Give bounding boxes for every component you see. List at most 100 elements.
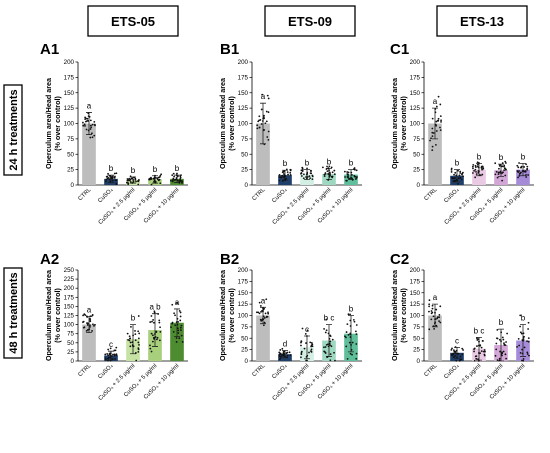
sig-letter-b1-2: b [305,159,310,168]
error-bar-a2-3 [152,313,158,347]
y-tick-label-a1-0: 0 [71,182,75,189]
sig-letter-b2-3: b c [324,314,335,323]
y-tick-label-c2-1: 25 [413,347,420,354]
panel-label-b1: B1 [220,41,239,58]
dots-a2-2 [126,315,141,362]
y-tick-label-a1-4: 100 [64,121,75,128]
sig-letter-a2-0: a [87,306,92,315]
y-tick-label-c1-4: 100 [410,121,421,128]
category-label-c2-1: CuSO₄ [443,363,461,381]
y-axis-label-a2: Operculum area/Head area(% over control) [44,269,62,361]
dots-a1-2 [125,175,140,186]
category-label-b1-0: CTRL [251,187,266,202]
y-tick-label-c2-0: 0 [417,358,421,365]
row-label-48h: 48 h treatments [3,267,23,359]
dots-c1-4 [516,162,530,179]
panel-b1: B1 Operculum area/Head area(% over contro… [218,41,362,226]
y-tick-label-b2-6: 150 [238,290,249,297]
bar-a1-0 [82,123,96,185]
sig-letter-c2-0: a [433,293,438,302]
y-tick-label-c2-3: 75 [413,324,420,331]
sig-letter-c2-3: b [499,318,504,327]
dots-c1-0 [429,95,442,152]
bar-c1-3 [494,170,508,185]
y-tick-label-c2-7: 175 [410,278,421,285]
category-label-a2-0: CTRL [77,363,92,378]
panel-label-a2: A2 [40,251,59,268]
row-label-24h: 24 h treatments [3,84,23,176]
sig-letter-c1-3: b [499,153,504,162]
dots-b1-2 [300,166,314,181]
y-tick-label-c1-2: 50 [413,151,420,158]
y-tick-label-a2-1: 25 [67,349,74,356]
y-tick-label-c1-7: 175 [410,74,421,81]
y-tick-label-a1-8: 200 [64,59,75,66]
bar-b2-0 [256,315,270,361]
y-tick-label-a1-3: 75 [67,136,74,143]
row-label-48h-text: 48 h treatments [8,272,20,353]
sig-letter-c2-1: c [455,336,459,345]
y-tick-label-c1-0: 0 [417,182,421,189]
sig-letter-a2-4: a [175,298,180,307]
y-tick-label-c2-4: 100 [410,313,421,320]
dots-c2-4 [516,314,530,362]
dots-b2-4 [343,313,358,360]
sig-letter-b1-0: a [261,92,266,101]
dots-c1-3 [494,160,507,182]
dots-b2-0 [255,298,270,327]
y-tick-label-a2-7: 175 [64,294,75,301]
sig-letter-b2-2: c [305,325,309,334]
y-tick-label-a1-5: 125 [64,105,75,112]
dots-a1-3 [148,173,163,186]
sig-letter-b1-4: b [349,159,354,168]
sig-letter-c1-1: b [455,159,460,168]
y-tick-label-a1-6: 150 [64,90,75,97]
sig-letter-a1-1: b [109,164,114,173]
dots-b1-3 [321,165,336,181]
dots-c2-0 [428,299,442,331]
panel-c1: C1 Operculum area/Head area(% over contro… [390,41,534,226]
y-axis-label-c2: Operculum area/Head area(% over control) [390,269,408,361]
y-tick-label-b1-3: 75 [241,136,248,143]
dots-c1-1 [450,167,464,185]
column-header-ets13-text: ETS-13 [460,14,504,29]
column-header-ets09-text: ETS-09 [288,14,332,29]
dots-c2-3 [494,328,509,362]
y-tick-label-c1-1: 25 [413,167,420,174]
bar-c2-0 [428,315,442,361]
y-tick-label-a2-3: 75 [67,331,74,338]
y-tick-label-a1-7: 175 [64,74,75,81]
y-tick-label-b2-5: 125 [238,301,249,308]
y-tick-label-a2-5: 125 [64,313,75,320]
y-tick-label-c1-8: 200 [410,59,421,66]
y-tick-label-c2-5: 125 [410,301,421,308]
dots-a2-4 [170,302,184,343]
dots-a1-1 [104,172,118,186]
panel-label-b2: B2 [220,251,239,268]
dots-b2-3 [323,318,336,362]
y-tick-label-b1-0: 0 [245,182,249,189]
y-tick-label-a2-9: 225 [64,276,75,283]
y-axis-label-c1: Operculum area/Head area(% over control) [390,77,408,169]
y-tick-label-a2-6: 150 [64,303,75,310]
sig-letter-c1-0: a [433,97,438,106]
column-header-ets09: ETS-09 [264,5,356,37]
category-label-a2-1: CuSO₄ [97,363,115,381]
panel-a1: A1 Operculum area/Head area(% over contro… [40,41,188,226]
bar-b1-0 [256,123,270,185]
column-header-ets13: ETS-13 [436,5,528,37]
sig-letter-a2-3: a b [149,303,161,312]
y-tick-label-b1-5: 125 [238,105,249,112]
y-tick-label-a2-8: 200 [64,285,75,292]
y-tick-label-c2-2: 50 [413,335,420,342]
sig-letter-a2-2: b [131,314,136,323]
y-tick-label-b1-4: 100 [238,121,249,128]
dots-b1-1 [278,168,292,182]
y-tick-label-a1-1: 25 [67,167,74,174]
category-label-c2-0: CTRL [423,363,438,378]
dots-c2-2 [473,337,486,362]
y-tick-label-b2-3: 75 [241,324,248,331]
